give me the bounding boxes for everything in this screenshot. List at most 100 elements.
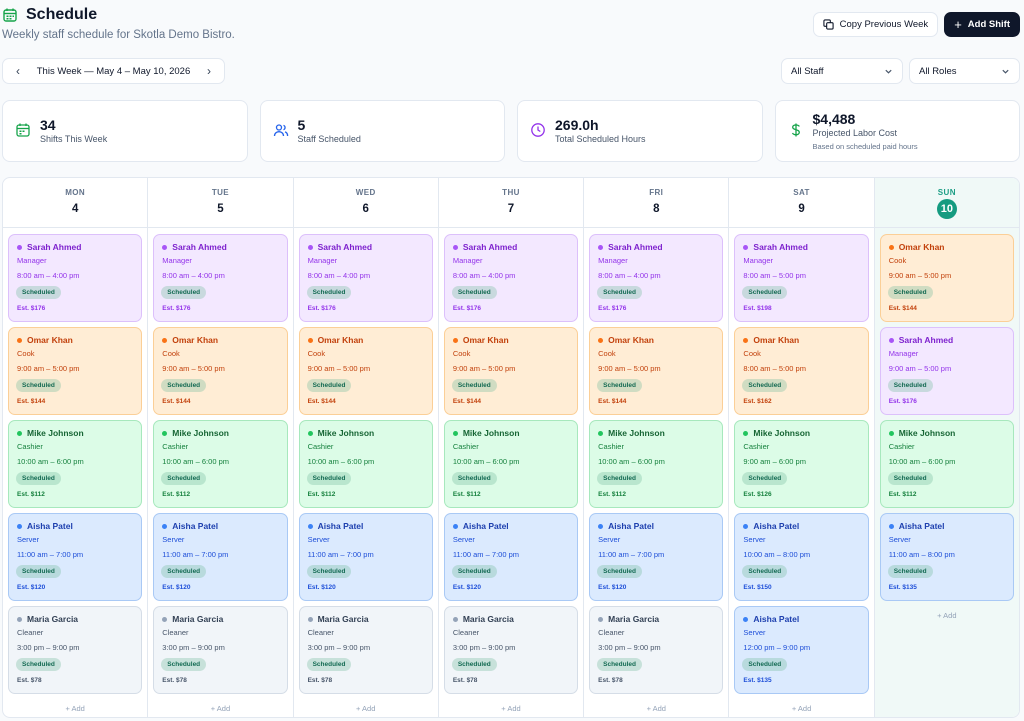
add-shift-link[interactable]: + Add: [937, 611, 957, 620]
shift-card[interactable]: Mike Johnson Cashier 10:00 am – 6:00 pm Sch…: [589, 420, 724, 508]
shift-staff-name-row: Aisha Patel: [452, 521, 509, 531]
shift-time: 9:00 am – 5:00 pm: [888, 271, 952, 280]
day-number: 7: [507, 203, 515, 215]
shift-card[interactable]: Sarah Ahmed Manager 8:00 am – 4:00 pm Sched…: [443, 234, 579, 322]
add-shift-link[interactable]: + Add: [65, 704, 85, 713]
status-badge: Scheduled: [451, 565, 497, 578]
shift-card[interactable]: Maria Garcia Cleaner 3:00 pm – 9:00 pm Sche…: [153, 606, 288, 694]
shift-time: 10:00 am – 6:00 pm: [452, 457, 520, 466]
shift-card[interactable]: Maria Garcia Cleaner 3:00 pm – 9:00 pm Sche…: [443, 606, 579, 694]
shift-card[interactable]: Mike Johnson Cashier 10:00 am – 6:00 pm Sch…: [8, 420, 143, 508]
shift-card[interactable]: Omar Khan Cook 9:00 am – 5:00 pm Scheduled E…: [153, 327, 288, 415]
shift-card[interactable]: Maria Garcia Cleaner 3:00 pm – 9:00 pm Sche…: [589, 606, 724, 694]
shift-card[interactable]: Maria Garcia Cleaner 3:00 pm – 9:00 pm Sche…: [298, 606, 433, 694]
shift-card[interactable]: Sarah Ahmed Manager 8:00 am – 4:00 pm Sched…: [8, 234, 143, 322]
shift-role: Cook: [452, 349, 471, 358]
stat-label: Shifts This Week: [40, 134, 108, 144]
shift-card[interactable]: Mike Johnson Cashier 10:00 am – 6:00 pm Sch…: [298, 420, 433, 508]
shift-staff-name-row: Mike Johnson: [452, 428, 520, 438]
shift-staff-name: Mike Johnson: [27, 428, 84, 438]
shift-card[interactable]: Sarah Ahmed Manager 8:00 am – 4:00 pm Sched…: [153, 234, 288, 322]
shift-card[interactable]: Omar Khan Cook 9:00 am – 5:00 pm Scheduled E…: [298, 327, 433, 415]
week-grid: MON 4 Sarah Ahmed Manager 8:00 am – 4:00 pm S…: [2, 177, 1020, 718]
shift-role: Server: [888, 535, 911, 544]
shift-card[interactable]: Mike Johnson Cashier 10:00 am – 6:00 pm Sch…: [443, 420, 579, 508]
shift-list: Sarah Ahmed Manager 8:00 am – 4:00 pm Sched…: [589, 234, 724, 699]
add-shift-link[interactable]: + Add: [501, 704, 521, 713]
role-filter-select[interactable]: All Roles: [909, 58, 1020, 84]
shift-card[interactable]: Omar Khan Cook 9:00 am – 5:00 pm Scheduled E…: [589, 327, 724, 415]
shift-time: 3:00 pm – 9:00 pm: [452, 643, 516, 652]
dollar-icon: [791, 123, 800, 137]
status-badge: Scheduled: [306, 658, 352, 671]
staff-filter-select[interactable]: All Staff: [781, 58, 903, 84]
shift-card[interactable]: Maria Garcia Cleaner 3:00 pm – 9:00 pm Sche…: [8, 606, 143, 694]
add-shift-button[interactable]: + Add Shift: [944, 12, 1020, 37]
shift-card[interactable]: Omar Khan Cook 9:00 am – 5:00 pm Scheduled E…: [8, 327, 143, 415]
chevron-right-icon[interactable]: ›: [206, 64, 211, 78]
shift-card[interactable]: Mike Johnson Cashier 9:00 am – 6:00 pm Sche…: [734, 420, 869, 508]
shift-card[interactable]: Sarah Ahmed Manager 8:00 am – 4:00 pm Sched…: [589, 234, 724, 322]
shift-estimate: Est. $112: [598, 491, 626, 498]
users-icon: [273, 124, 288, 137]
shift-staff-name-row: Mike Johnson: [17, 428, 84, 438]
shift-card[interactable]: Omar Khan Cook 9:00 am – 5:00 pm Scheduled E…: [443, 327, 579, 415]
shift-card[interactable]: Aisha Patel Server 11:00 am – 7:00 pm Sched…: [153, 513, 288, 601]
add-shift-link[interactable]: + Add: [791, 704, 812, 713]
shift-staff-name-row: Aisha Patel: [743, 614, 799, 624]
shift-staff-name-row: Maria Garcia: [452, 614, 514, 624]
shift-role: Cashier: [162, 442, 189, 451]
shift-time: 10:00 am – 6:00 pm: [17, 457, 84, 466]
status-dot-icon: [452, 523, 458, 529]
shift-card[interactable]: Aisha Patel Server 11:00 am – 8:00 pm Sched…: [879, 513, 1014, 601]
shift-card[interactable]: Mike Johnson Cashier 10:00 am – 6:00 pm Sch…: [879, 420, 1014, 508]
shift-card[interactable]: Omar Khan Cook 9:00 am – 5:00 pm Scheduled E…: [879, 234, 1014, 322]
calendar-icon: [16, 123, 30, 137]
shift-list: Sarah Ahmed Manager 8:00 am – 4:00 pm Sched…: [443, 234, 579, 699]
chevron-left-icon[interactable]: ‹: [16, 64, 20, 78]
status-dot-icon: [162, 616, 168, 622]
shift-card[interactable]: Omar Khan Cook 8:00 am – 5:00 pm Scheduled E…: [734, 327, 869, 415]
shift-list: Sarah Ahmed Manager 8:00 am – 4:00 pm Sched…: [298, 234, 433, 699]
shift-role: Manager: [452, 256, 483, 265]
status-dot-icon: [162, 430, 168, 436]
add-shift-label: Add Shift: [967, 19, 1010, 30]
stat-value: 34: [40, 117, 56, 133]
shift-card[interactable]: Aisha Patel Server 11:00 am – 7:00 pm Sched…: [298, 513, 433, 601]
shift-card[interactable]: Sarah Ahmed Manager 8:00 am – 4:00 pm Sched…: [298, 234, 433, 322]
shift-card[interactable]: Aisha Patel Server 10:00 am – 8:00 pm Sched…: [734, 513, 869, 601]
add-shift-link[interactable]: + Add: [356, 704, 376, 713]
status-badge: Scheduled: [742, 565, 788, 578]
status-badge: Scheduled: [16, 565, 61, 578]
shift-time: 10:00 am – 6:00 pm: [598, 457, 665, 466]
shift-estimate: Est. $120: [598, 584, 627, 591]
stat-card-staff: 5 Staff Scheduled: [259, 100, 505, 162]
status-badge: Scheduled: [451, 286, 497, 299]
shift-staff-name-row: Aisha Patel: [307, 521, 363, 531]
add-shift-link[interactable]: + Add: [210, 704, 231, 713]
shift-staff-name: Maria Garcia: [608, 614, 660, 624]
shift-card[interactable]: Sarah Ahmed Manager 9:00 am – 5:00 pm Sched…: [879, 327, 1014, 415]
shift-staff-name: Omar Khan: [462, 335, 509, 345]
shift-staff-name-row: Omar Khan: [452, 335, 509, 345]
shift-card[interactable]: Mike Johnson Cashier 10:00 am – 6:00 pm Sch…: [153, 420, 288, 508]
status-dot-icon: [307, 616, 313, 622]
shift-card[interactable]: Aisha Patel Server 11:00 am – 7:00 pm Sched…: [8, 513, 143, 601]
shift-role: Cook: [598, 349, 616, 358]
shift-card[interactable]: Sarah Ahmed Manager 8:00 am – 5:00 pm Sched…: [734, 234, 869, 322]
shift-staff-name: Omar Khan: [898, 242, 945, 252]
add-shift-link[interactable]: + Add: [646, 704, 666, 713]
copy-previous-week-button[interactable]: Copy Previous Week: [812, 12, 939, 37]
shift-role: Manager: [743, 256, 774, 265]
shift-estimate: Est. $176: [17, 305, 46, 312]
stat-value: $4,488: [812, 111, 856, 127]
shift-card[interactable]: Aisha Patel Server 11:00 am – 7:00 pm Sched…: [443, 513, 579, 601]
status-badge: Scheduled: [597, 658, 642, 671]
shift-estimate: Est. $176: [598, 305, 627, 312]
shift-staff-name-row: Maria Garcia: [17, 614, 78, 624]
shift-card[interactable]: Aisha Patel Server 12:00 pm – 9:00 pm Sched…: [734, 606, 869, 694]
shift-time: 10:00 am – 6:00 pm: [307, 457, 375, 466]
status-badge: Scheduled: [597, 472, 642, 485]
shift-card[interactable]: Aisha Patel Server 11:00 am – 7:00 pm Sched…: [589, 513, 724, 601]
status-dot-icon: [888, 430, 894, 436]
